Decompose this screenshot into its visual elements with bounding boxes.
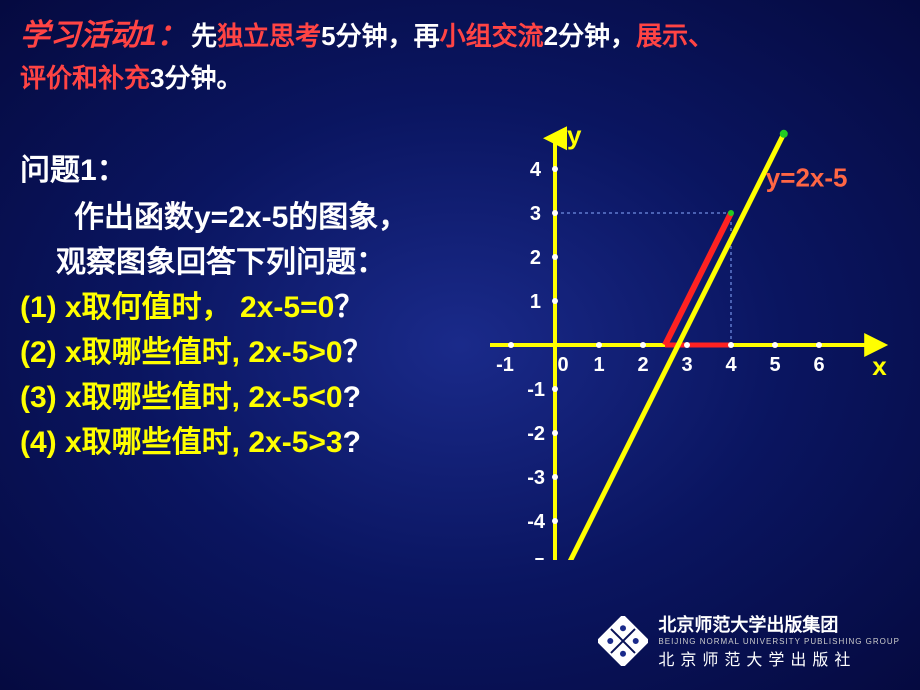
svg-text:y: y bbox=[567, 120, 582, 150]
instruction-line1: 先独立思考5分钟，再小组交流2分钟，展示、 bbox=[191, 21, 714, 51]
publisher-spaced: 北京师范大学出版社 bbox=[658, 646, 900, 670]
svg-text:5: 5 bbox=[769, 354, 780, 376]
activity-title: 学习活动1： bbox=[20, 19, 187, 52]
svg-text:y=2x-5: y=2x-5 bbox=[766, 163, 848, 193]
svg-text:-2: -2 bbox=[527, 423, 545, 445]
svg-text:2: 2 bbox=[637, 354, 648, 376]
svg-text:2: 2 bbox=[530, 247, 541, 269]
svg-text:3: 3 bbox=[681, 354, 692, 376]
svg-text:4: 4 bbox=[530, 159, 542, 181]
svg-text:0: 0 bbox=[557, 354, 568, 376]
svg-text:x: x bbox=[872, 351, 887, 381]
instruction-line2: 评价和补充3分钟。 bbox=[0, 54, 920, 95]
graph-area: -1 0 1 2 3 4 5 6 1 2 3 4 -1 -2 -3 -4 -5 y x y=2x-5 bbox=[490, 120, 910, 560]
svg-text:1: 1 bbox=[530, 291, 541, 313]
publisher-cn: 北京师范大学出版集团 bbox=[658, 611, 900, 637]
svg-text:-3: -3 bbox=[527, 467, 545, 489]
publisher-en: BEIJING NORMAL UNIVERSITY PUBLISHING GRO… bbox=[658, 637, 900, 646]
svg-text:-4: -4 bbox=[527, 511, 546, 533]
svg-text:-5: -5 bbox=[527, 555, 545, 560]
svg-text:-1: -1 bbox=[496, 354, 514, 376]
svg-text:3: 3 bbox=[530, 203, 541, 225]
svg-text:6: 6 bbox=[813, 354, 824, 376]
header-area: 学习活动1： 先独立思考5分钟，再小组交流2分钟，展示、 bbox=[0, 0, 920, 54]
publisher-text: 北京师范大学出版集团 BEIJING NORMAL UNIVERSITY PUB… bbox=[658, 611, 900, 670]
svg-text:4: 4 bbox=[725, 354, 737, 376]
svg-text:1: 1 bbox=[593, 354, 604, 376]
chart-svg: -1 0 1 2 3 4 5 6 1 2 3 4 -1 -2 -3 -4 -5 y x y=2x-5 bbox=[490, 120, 910, 560]
svg-text:-1: -1 bbox=[527, 379, 545, 401]
publisher-logo-icon bbox=[598, 616, 648, 666]
publisher-block: 北京师范大学出版集团 BEIJING NORMAL UNIVERSITY PUB… bbox=[598, 611, 900, 670]
